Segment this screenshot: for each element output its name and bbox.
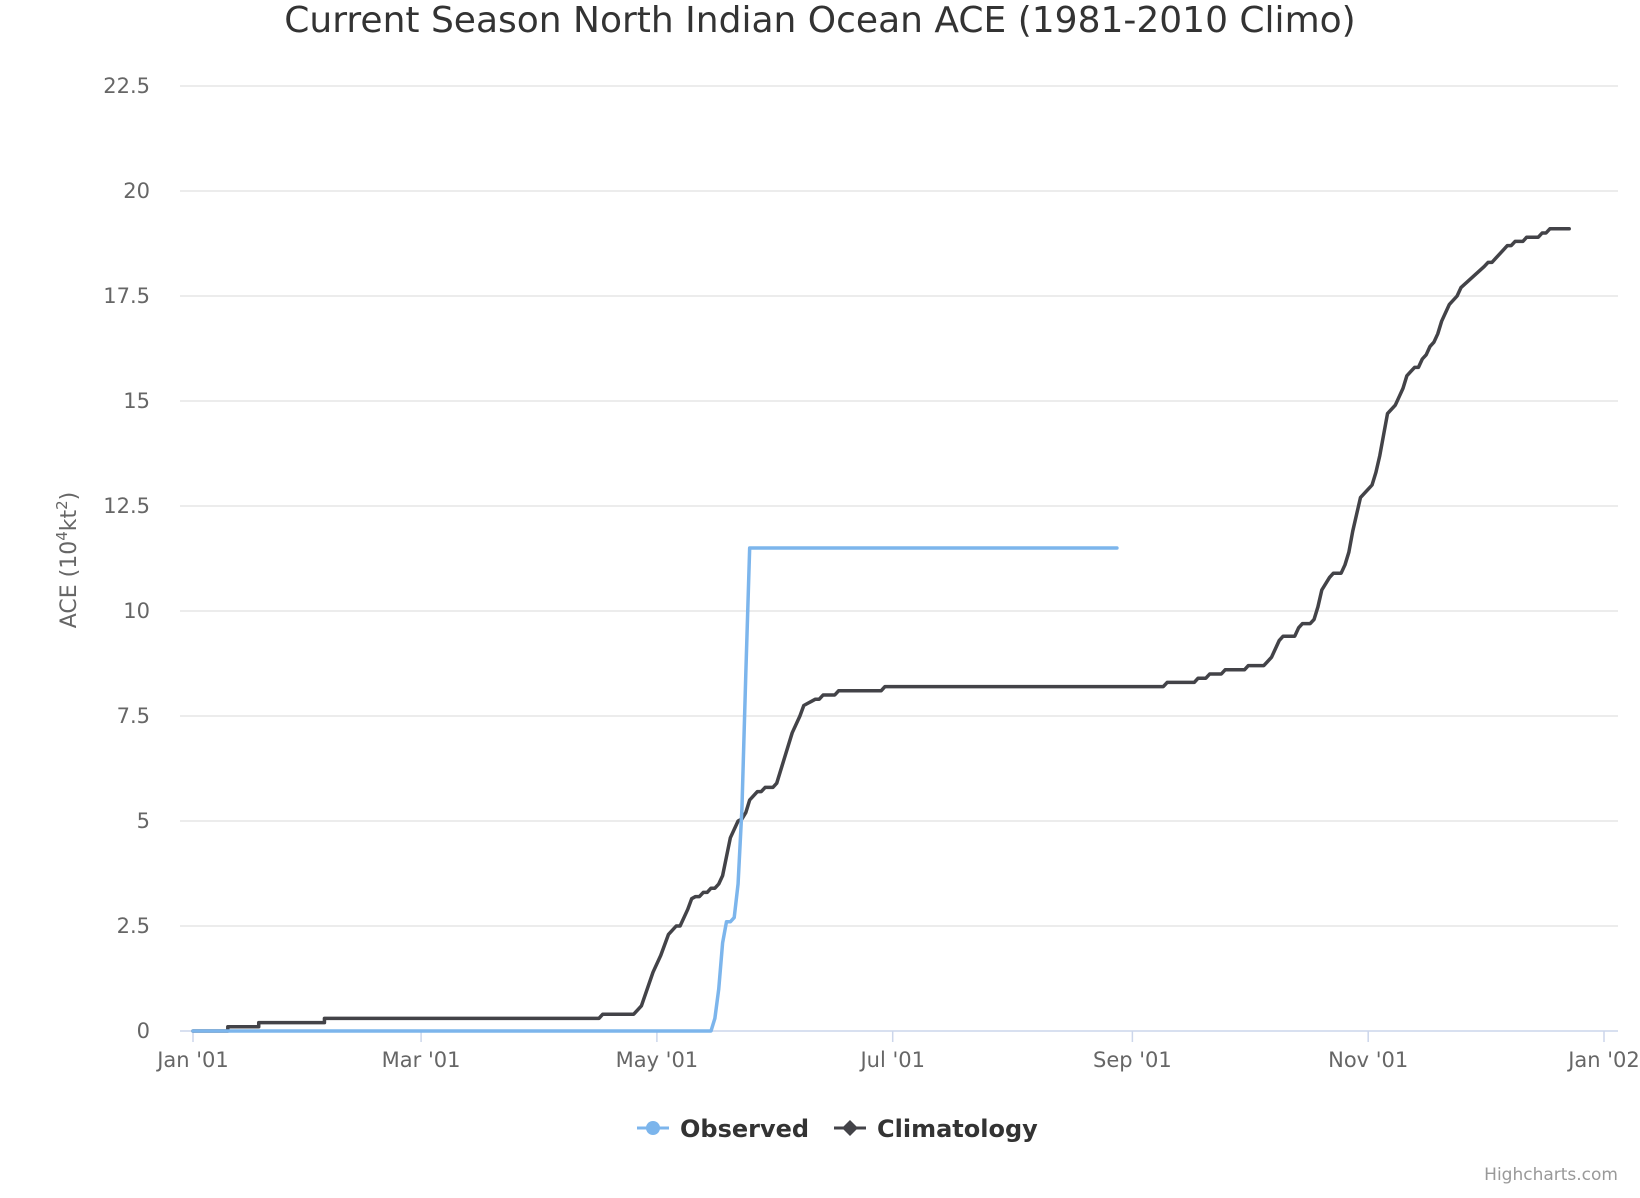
x-tick-label: Jul '01 — [858, 1048, 925, 1072]
x-tick-label: Jan '02 — [1566, 1048, 1640, 1072]
x-tick-label: Nov '01 — [1328, 1048, 1408, 1072]
legend-observed-circle-icon — [646, 1121, 660, 1135]
grid-lines — [180, 85, 1618, 927]
chart-title: Current Season North Indian Ocean ACE (1… — [284, 0, 1355, 41]
x-tick-label: May '01 — [616, 1048, 699, 1072]
y-tick-label: 15 — [123, 389, 150, 413]
y-tick-label: 0 — [137, 1019, 150, 1043]
legend-observed-label: Observed — [680, 1115, 809, 1143]
legend-climatology-label: Climatology — [877, 1115, 1038, 1143]
x-tick-label: Jan '01 — [155, 1048, 229, 1072]
legend-item-climatology[interactable]: Climatology — [834, 1115, 1038, 1143]
legend-climatology-diamond-icon — [842, 1120, 858, 1136]
y-axis-tick-labels: 0 2.5 5 7.5 10 12.5 15 17.5 20 22.5 — [103, 74, 150, 1043]
legend-item-observed[interactable]: Observed — [637, 1115, 809, 1143]
series-line-climatology[interactable] — [191, 227, 1571, 1033]
series-line-observed[interactable] — [191, 546, 1119, 1033]
x-tick-label: Sep '01 — [1093, 1048, 1172, 1072]
y-tick-label: 17.5 — [103, 284, 150, 308]
x-tick-label: Mar '01 — [382, 1048, 461, 1072]
legend: Observed Climatology — [637, 1115, 1038, 1143]
y-tick-label: 22.5 — [103, 74, 150, 98]
y-tick-label: 2.5 — [117, 914, 150, 938]
credits-link[interactable]: Highcharts.com — [1484, 1165, 1618, 1185]
plot-series — [191, 227, 1571, 1033]
y-tick-label: 5 — [137, 809, 150, 833]
y-tick-label: 12.5 — [103, 494, 150, 518]
y-tick-label: 7.5 — [117, 704, 150, 728]
y-tick-label: 10 — [123, 599, 150, 623]
x-axis-ticks: Jan '01 Mar '01 May '01 Jul '01 Sep '01 Nov '… — [155, 1031, 1640, 1072]
y-axis-title: ACE (104kt2) — [53, 492, 82, 629]
y-tick-label: 20 — [123, 179, 150, 203]
